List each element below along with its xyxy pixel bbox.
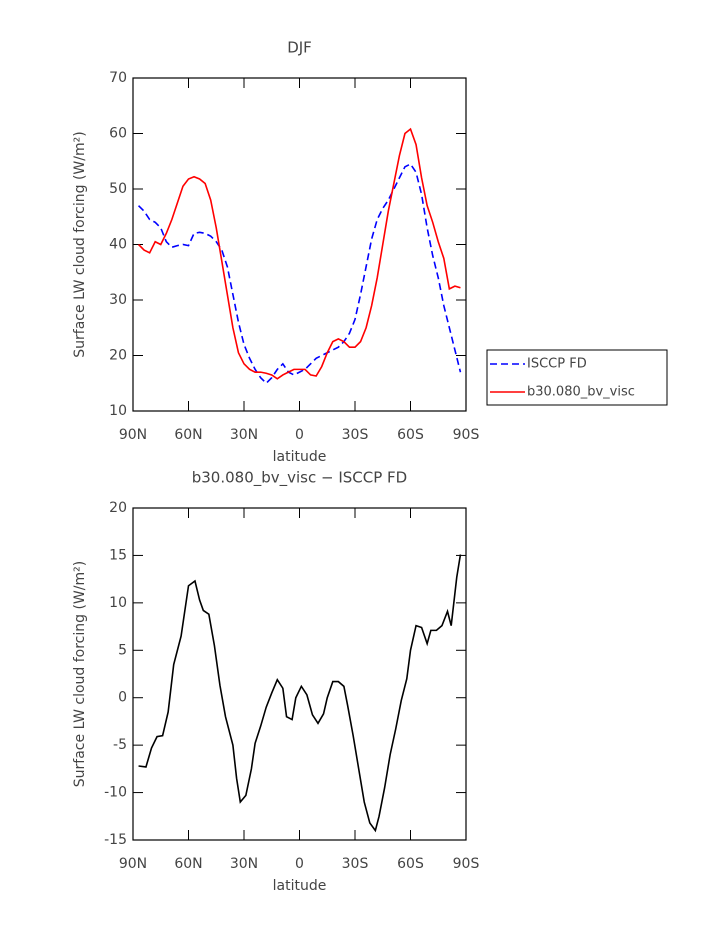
- x-axis-label: latitude: [273, 449, 327, 465]
- x-tick-label: 60N: [174, 856, 202, 872]
- x-tick-label: 30N: [230, 427, 258, 443]
- data-line: [137, 162, 462, 385]
- x-tick-label: 60N: [174, 427, 202, 443]
- y-tick-label: 40: [109, 237, 127, 253]
- x-tick-label: 30N: [230, 856, 258, 872]
- x-tick-label: 0: [295, 856, 304, 872]
- y-tick-label: 5: [118, 642, 127, 658]
- y-tick-label: 50: [109, 181, 127, 197]
- x-tick-label: 30S: [342, 427, 369, 443]
- y-tick-label: 70: [109, 70, 127, 86]
- x-tick-label: 0: [295, 427, 304, 443]
- y-tick-label: 10: [109, 403, 127, 419]
- y-tick-label: 60: [109, 126, 127, 142]
- data-line: [138, 554, 462, 833]
- legend-label: b30.080_bv_visc: [527, 385, 635, 400]
- x-tick-label: 90S: [453, 427, 480, 443]
- y-tick-label: -15: [104, 832, 127, 848]
- x-tick-label: 60S: [397, 427, 424, 443]
- plot-frame: [132, 507, 467, 841]
- y-tick-label: 10: [109, 595, 127, 611]
- y-tick-label: -5: [113, 737, 127, 753]
- x-tick-label: 90S: [453, 856, 480, 872]
- legend-box: [486, 349, 668, 406]
- x-tick-label: 90N: [119, 427, 147, 443]
- x-tick-label: 30S: [342, 856, 369, 872]
- y-tick-label: 30: [109, 292, 127, 308]
- x-tick-label: 60S: [397, 856, 424, 872]
- data-line: [137, 127, 461, 380]
- y-axis-label: Surface LW cloud forcing (W/m²): [72, 131, 88, 357]
- y-tick-label: 0: [118, 690, 127, 706]
- y-tick-label: 20: [109, 348, 127, 364]
- chart-title: b30.080_bv_visc − ISCCP FD: [192, 469, 408, 488]
- chart-title: DJF: [287, 39, 312, 57]
- x-tick-label: 90N: [119, 856, 147, 872]
- x-axis-label: latitude: [273, 878, 327, 894]
- legend-label: ISCCP FD: [527, 357, 587, 372]
- y-axis-label: Surface LW cloud forcing (W/m²): [72, 561, 88, 787]
- y-tick-label: -10: [104, 785, 127, 801]
- y-tick-label: 20: [109, 500, 127, 516]
- y-tick-label: 15: [109, 547, 127, 563]
